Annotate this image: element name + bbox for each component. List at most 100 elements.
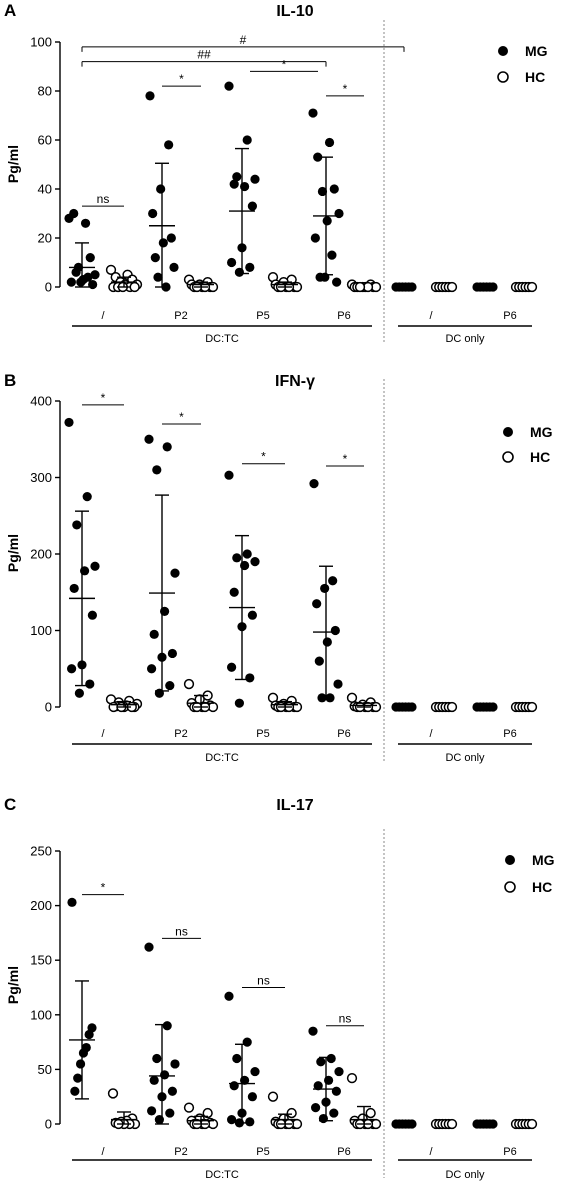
mg-data-point xyxy=(149,1075,159,1085)
category-label: P6 xyxy=(337,310,350,322)
mg-data-point xyxy=(224,991,234,1001)
mg-data-point xyxy=(407,702,417,712)
y-tick-label: 250 xyxy=(30,844,52,859)
mg-data-point xyxy=(170,1059,180,1069)
mg-data-point xyxy=(69,583,79,594)
mg-data-point xyxy=(324,137,335,148)
mg-data-point xyxy=(329,184,339,194)
hc-data-point xyxy=(446,281,458,293)
mg-data-point xyxy=(313,152,323,162)
hc-data-point xyxy=(346,692,358,703)
y-tick-label: 150 xyxy=(30,953,52,968)
significance-label: ns xyxy=(175,924,188,938)
mg-data-point xyxy=(170,568,180,578)
y-tick-label: 100 xyxy=(30,623,52,638)
mg-data-point xyxy=(232,553,242,563)
mg-data-point xyxy=(330,625,340,636)
mg-data-point xyxy=(242,135,252,145)
significance-label: ns xyxy=(97,192,110,206)
mg-data-point xyxy=(150,253,160,263)
category-label: / xyxy=(429,310,433,322)
y-axis-label-b: Pg/ml xyxy=(5,534,21,572)
mg-data-point xyxy=(488,282,498,292)
hc-data-point xyxy=(346,1072,358,1084)
hc-data-point xyxy=(183,678,195,690)
hc-data-point xyxy=(183,1102,195,1113)
y-tick-label: 0 xyxy=(45,1117,52,1132)
mg-data-point xyxy=(158,238,168,248)
mg-data-point xyxy=(247,610,257,620)
legend-hc-label-a: HC xyxy=(525,69,545,85)
panel-letter-c: C xyxy=(4,795,16,814)
category-label: P6 xyxy=(503,728,516,740)
y-tick-label: 0 xyxy=(45,700,52,715)
plot-area-c: 0 50 100 150 200 250 DC:TC DC only / P2 P5 P6 / P6 * ns… xyxy=(30,829,538,1181)
y-tick-label: 80 xyxy=(38,84,52,99)
mg-data-point xyxy=(69,208,79,219)
mg-data-point xyxy=(317,186,328,197)
mg-data-point xyxy=(333,679,343,689)
legend-mg-label-c: MG xyxy=(532,852,555,868)
y-tick-label: 20 xyxy=(38,231,52,246)
mg-data-point xyxy=(78,1048,89,1058)
mg-data-point xyxy=(332,277,342,287)
mg-data-point xyxy=(153,272,163,282)
y-tick-label: 60 xyxy=(38,133,52,148)
mg-data-point xyxy=(247,201,257,211)
plot-area-b: 0 100 200 300 400 DC:TC DC only / P2 P5 P6 / P6 * * * * xyxy=(30,379,538,764)
significance-label: * xyxy=(343,452,348,466)
mg-data-point xyxy=(488,702,498,712)
mg-data-point xyxy=(83,272,93,282)
mg-data-point xyxy=(308,108,318,118)
y-tick-label: 200 xyxy=(30,547,52,562)
panel-c: C IL-17 Pg/ml 0 50 100 150 200 250 DC:TC DC onl… xyxy=(4,795,555,1181)
group-label-dctc: DC:TC xyxy=(205,752,239,764)
hc-data-point xyxy=(129,281,140,293)
mg-data-point xyxy=(242,1037,252,1047)
mg-data-point xyxy=(70,1086,80,1096)
mg-data-point xyxy=(145,91,155,101)
mg-data-point xyxy=(227,257,237,268)
mg-data-point xyxy=(327,250,337,260)
y-tick-label: 400 xyxy=(30,394,52,409)
category-label: P6 xyxy=(503,1146,516,1158)
legend-hc-marker-a xyxy=(497,71,509,83)
category-label: / xyxy=(101,1146,105,1158)
mg-data-point xyxy=(75,1059,86,1069)
y-tick-label: 0 xyxy=(45,280,52,295)
hc-data-point xyxy=(526,1118,538,1130)
mg-data-point xyxy=(144,942,154,952)
category-label: P2 xyxy=(174,1146,187,1158)
mg-data-point xyxy=(232,172,242,182)
mg-data-point xyxy=(242,549,252,559)
hc-data-point xyxy=(446,1118,458,1130)
mg-data-point xyxy=(74,688,84,698)
category-label: P2 xyxy=(174,728,187,740)
category-label: P5 xyxy=(256,310,269,322)
legend-mg-label-a: MG xyxy=(525,43,548,59)
significance-label: * xyxy=(101,391,106,405)
mg-data-point xyxy=(407,1119,417,1129)
mg-data-point xyxy=(90,561,100,571)
hc-data-point xyxy=(526,701,538,713)
hc-data-point xyxy=(354,281,366,293)
hc-data-point xyxy=(267,1091,279,1102)
mg-data-point xyxy=(247,1092,257,1102)
panel-letter-a: A xyxy=(4,1,16,20)
y-axis-label-c: Pg/ml xyxy=(5,966,21,1004)
mg-data-point xyxy=(224,81,234,91)
y-tick-label: 200 xyxy=(30,898,52,913)
mg-data-point xyxy=(87,610,97,620)
category-label: / xyxy=(101,310,105,322)
mg-data-point xyxy=(229,587,239,597)
mg-data-point xyxy=(66,277,76,287)
mg-data-point xyxy=(73,1073,83,1083)
mg-data-point xyxy=(329,1108,339,1118)
panel-a: A IL-10 Pg/ml 0 20 40 60 80 100 DC:TC DC only / P… xyxy=(4,1,548,345)
mg-data-point xyxy=(164,140,174,150)
mg-data-point xyxy=(224,470,234,480)
y-tick-label: 50 xyxy=(38,1062,52,1077)
category-label: P6 xyxy=(503,310,516,322)
mg-data-point xyxy=(245,1117,255,1127)
mg-data-point xyxy=(76,277,86,287)
